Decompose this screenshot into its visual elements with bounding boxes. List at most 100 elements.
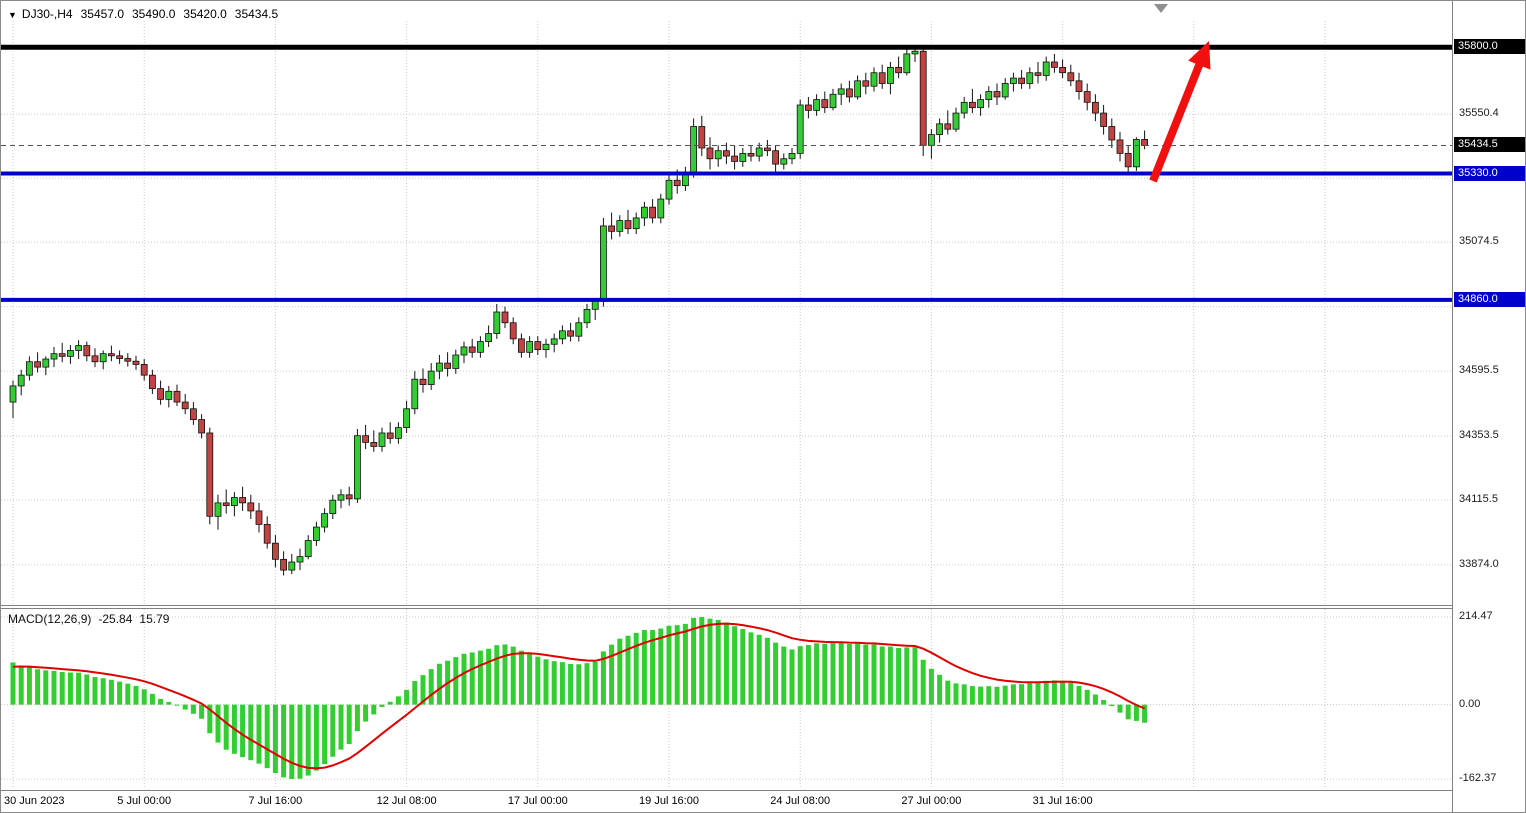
macd-histogram-bar [518, 650, 524, 705]
macd-histogram-bar [707, 618, 713, 705]
macd-histogram-bar [805, 645, 811, 705]
candle-body [706, 147, 714, 160]
candle-body [788, 152, 796, 160]
price-axis[interactable]: 35550.4 35074.5 34595.5 34353.5 34115.5 33874… [1452, 1, 1525, 812]
macd-histogram-bar [1109, 704, 1115, 707]
candle-body [591, 300, 599, 310]
candle-body [255, 510, 263, 525]
chart-shift-marker[interactable] [1154, 4, 1168, 13]
macd-histogram-bar [535, 656, 541, 705]
macd-histogram-bar [1051, 680, 1057, 705]
macd-histogram-bar [10, 662, 16, 705]
time-axis[interactable]: 30 Jun 2023 5 Jul 00:00 7 Jul 16:00 12 Jul … [1, 790, 1452, 812]
candle-body [796, 104, 804, 154]
macd-histogram-bar [1002, 685, 1008, 705]
candle-body [977, 99, 984, 109]
candle-body [1059, 66, 1066, 74]
macd-histogram-bar [272, 704, 278, 774]
macd-histogram-bar [527, 653, 533, 705]
macd-histogram-bar [289, 704, 295, 779]
macd-histogram-bar [1142, 704, 1148, 723]
candle-body [198, 419, 206, 434]
macd-histogram-bar [404, 689, 410, 705]
macd-histogram-bar [494, 645, 500, 705]
macd-histogram-bar [978, 686, 984, 705]
candle-body [854, 80, 861, 98]
macd-histogram-bar [510, 646, 516, 705]
candle-body [280, 558, 288, 571]
candle-body [755, 147, 763, 157]
candle-body [903, 53, 911, 74]
macd-histogram-bar [59, 672, 65, 705]
candle-body [846, 88, 853, 98]
macd-histogram-bar [215, 704, 221, 743]
macd-histogram-bar [1068, 682, 1074, 705]
candle-body [567, 330, 574, 337]
candle-body [837, 88, 845, 95]
macd-histogram-bar [666, 625, 672, 705]
macd-histogram-bar [1060, 681, 1066, 705]
macd-histogram-bar [1101, 700, 1107, 705]
candle-body [50, 353, 58, 360]
candle-body [919, 50, 927, 146]
candle-body [1133, 139, 1140, 168]
candle-body [419, 378, 427, 385]
price-axis-label: 34115.5 [1459, 493, 1498, 506]
candle-body [214, 502, 222, 517]
candle-body [936, 123, 943, 135]
macd-histogram-bar [469, 652, 475, 705]
candle-body [641, 206, 648, 219]
candle-body [657, 198, 665, 219]
candle-body [1141, 139, 1148, 146]
candle-body [9, 385, 17, 403]
macd-histogram-bar [945, 680, 951, 705]
chart-canvas[interactable] [1, 1, 1452, 790]
candle-body [222, 502, 230, 506]
candle-body [25, 361, 33, 376]
macd-histogram-bar [256, 704, 262, 764]
arrow-object-head[interactable] [1188, 41, 1211, 70]
symbol-dropdown-icon[interactable]: ▼ [8, 10, 17, 20]
candle-body [600, 225, 607, 302]
candle-body [632, 217, 640, 230]
time-axis-label: 24 Jul 08:00 [770, 795, 831, 807]
candle-body [403, 408, 411, 429]
macd-histogram-bar [141, 689, 147, 705]
candle-body [58, 353, 66, 357]
candle-body [42, 358, 50, 368]
price-line-badge: 34860.0 [1454, 291, 1525, 307]
macd-histogram-bar [887, 646, 893, 705]
candle-body [485, 333, 493, 342]
macd-histogram-bar [674, 625, 680, 705]
macd-histogram-bar [248, 704, 254, 761]
macd-axis-label: 0.00 [1459, 697, 1481, 710]
macd-histogram-bar [641, 630, 647, 705]
candle-body [304, 540, 312, 558]
candle-body [296, 556, 304, 563]
candle-body [67, 350, 74, 357]
macd-name: MACD(12,26,9) [8, 612, 92, 626]
candle-body [468, 346, 476, 353]
candle-body [493, 311, 501, 334]
macd-histogram-bar [994, 686, 1000, 705]
macd-histogram-bar [846, 643, 852, 705]
candle-body [952, 112, 960, 130]
candle-body [690, 126, 697, 173]
time-axis-label: 7 Jul 16:00 [248, 795, 303, 807]
time-axis-label: 19 Jul 16:00 [639, 795, 699, 807]
macd-histogram-bar [1019, 684, 1025, 705]
candle-body [1100, 112, 1107, 127]
candle-body [780, 158, 788, 165]
time-axis-label: 17 Jul 00:00 [507, 795, 568, 807]
arrow-object-shaft[interactable] [1149, 61, 1204, 183]
macd-histogram-bar [92, 676, 98, 705]
candle-body [501, 311, 509, 324]
time-axis-label: 30 Jun 2023 [4, 795, 65, 807]
macd-histogram-bar [896, 648, 902, 705]
candle-body [386, 432, 394, 439]
price-line-badge: 35800.0 [1454, 39, 1525, 55]
macd-histogram-bar [174, 704, 180, 706]
candle-body [698, 126, 706, 149]
candle-body [1092, 101, 1099, 114]
candle-body [427, 370, 435, 385]
